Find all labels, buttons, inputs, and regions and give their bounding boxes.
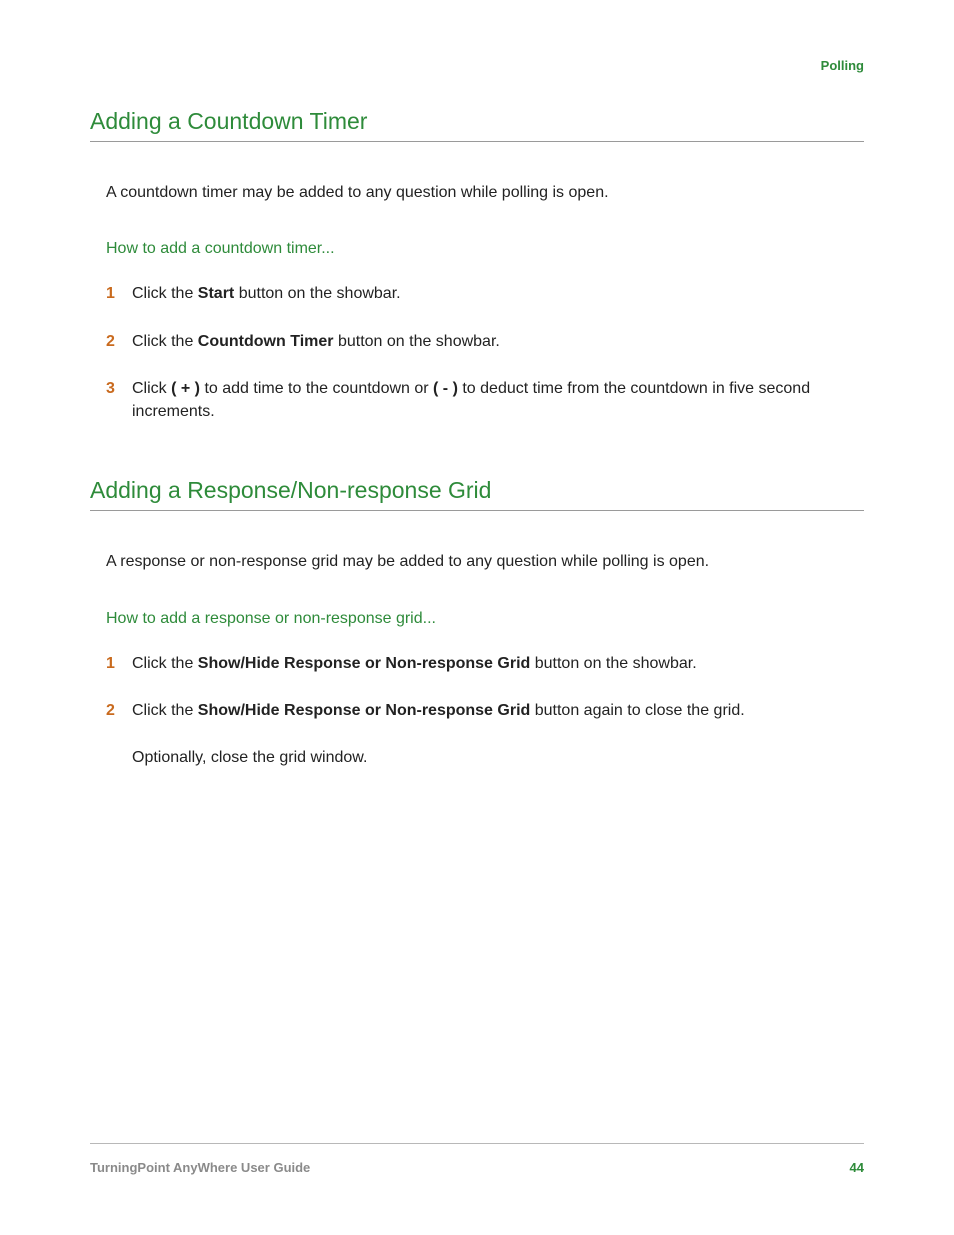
footer-row: TurningPoint AnyWhere User Guide 44: [90, 1160, 864, 1175]
footer-page-number: 44: [850, 1160, 864, 1175]
step-item: 1 Click the Show/Hide Response or Non-re…: [106, 652, 864, 675]
footer-guide-title: TurningPoint AnyWhere User Guide: [90, 1160, 310, 1175]
steps-list: 1 Click the Show/Hide Response or Non-re…: [106, 652, 864, 722]
page-content: Adding a Countdown Timer A countdown tim…: [90, 108, 864, 769]
optional-note: Optionally, close the grid window.: [132, 746, 864, 769]
step-item: 2 Click the Show/Hide Response or Non-re…: [106, 699, 864, 722]
step-number: 2: [106, 699, 132, 722]
step-number: 3: [106, 377, 132, 400]
step-text: Click the Start button on the showbar.: [132, 282, 864, 305]
howto-heading: How to add a response or non-response gr…: [106, 610, 864, 628]
step-item: 1 Click the Start button on the showbar.: [106, 282, 864, 305]
steps-list: 1 Click the Start button on the showbar.…: [106, 282, 864, 423]
step-text: Click the Show/Hide Response or Non-resp…: [132, 699, 864, 722]
step-text: Click the Show/Hide Response or Non-resp…: [132, 652, 864, 675]
section-intro: A countdown timer may be added to any qu…: [106, 182, 864, 204]
section-title: Adding a Countdown Timer: [90, 108, 864, 142]
howto-heading: How to add a countdown timer...: [106, 240, 864, 258]
page-footer: TurningPoint AnyWhere User Guide 44: [90, 1143, 864, 1175]
step-number: 1: [106, 652, 132, 675]
footer-rule: [90, 1143, 864, 1144]
step-text: Click the Countdown Timer button on the …: [132, 330, 864, 353]
page: Polling Adding a Countdown Timer A count…: [0, 0, 954, 1235]
step-item: 2 Click the Countdown Timer button on th…: [106, 330, 864, 353]
step-text: Click ( + ) to add time to the countdown…: [132, 377, 864, 423]
step-number: 1: [106, 282, 132, 305]
section-intro: A response or non-response grid may be a…: [106, 551, 864, 573]
section-title: Adding a Response/Non-response Grid: [90, 477, 864, 511]
step-number: 2: [106, 330, 132, 353]
step-item: 3 Click ( + ) to add time to the countdo…: [106, 377, 864, 423]
header-section-label: Polling: [821, 58, 864, 73]
